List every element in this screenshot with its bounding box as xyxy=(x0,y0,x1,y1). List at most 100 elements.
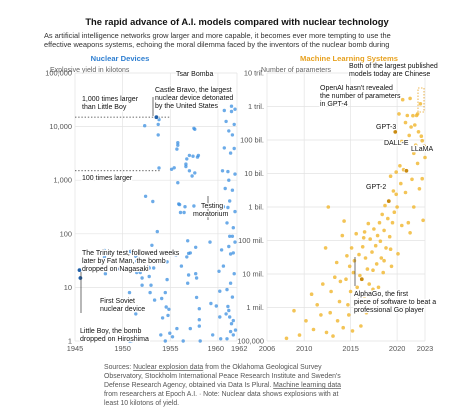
nuclear-point xyxy=(187,153,192,158)
nuclear-panel-title: Nuclear Devices xyxy=(91,54,150,63)
ml-point xyxy=(397,112,401,116)
ml-point xyxy=(362,294,367,298)
nuclear-point xyxy=(179,264,184,268)
nuclear-point xyxy=(159,333,163,337)
ml-y-tick-label: 100 mil. xyxy=(238,236,264,245)
nuclear-point xyxy=(102,248,107,253)
ml-point xyxy=(329,289,333,294)
nuclear-point xyxy=(160,296,164,301)
ml-point xyxy=(319,313,323,317)
nuclear-point xyxy=(226,169,230,174)
ml-point xyxy=(403,120,408,125)
ml-point xyxy=(412,151,416,156)
ml-point xyxy=(389,264,394,269)
ml-point xyxy=(356,299,360,304)
ml-point xyxy=(392,210,397,214)
nuclear-highlight-point xyxy=(222,86,228,92)
nuclear-points xyxy=(77,86,238,343)
nuclear-point xyxy=(148,251,152,256)
nuclear-point xyxy=(219,248,224,252)
ml-point xyxy=(398,164,402,168)
ml-point xyxy=(344,277,348,282)
nuclear-point xyxy=(225,221,229,225)
nuclear-point xyxy=(231,226,235,230)
ml-point xyxy=(407,133,412,138)
nuclear-point xyxy=(168,331,172,335)
nuclear-point xyxy=(166,313,170,318)
gpt3-label: GPT-3 xyxy=(376,124,396,131)
nuclear-point xyxy=(184,162,188,166)
annotation-chinese-models: Both of the largest published models tod… xyxy=(348,62,439,79)
nuclear-x-tick-label: 1955 xyxy=(162,344,178,353)
ml-point xyxy=(331,334,335,338)
ml-point xyxy=(421,218,425,223)
nuclear-point xyxy=(229,109,234,114)
ref-100-label: 100 times larger xyxy=(82,175,133,182)
ml-point xyxy=(284,336,289,341)
source-line-1: Sources: Nuclear explosion data from the… xyxy=(104,364,322,371)
nuclear-point xyxy=(176,143,180,147)
nuclear-point xyxy=(226,304,230,309)
nuclear-reference-lines xyxy=(75,116,170,172)
ml-point xyxy=(402,141,407,145)
ml-point xyxy=(342,219,346,223)
ml-point xyxy=(419,134,424,138)
ml-point xyxy=(408,231,412,235)
nuclear-point xyxy=(222,108,226,113)
ml-point xyxy=(365,267,370,271)
ml-point xyxy=(334,260,339,265)
ml-point xyxy=(370,250,374,254)
nuclear-point xyxy=(233,172,237,176)
ml-point xyxy=(354,231,359,236)
nuclear-y-tick-label: 1,000 xyxy=(54,176,73,185)
annotation-llama: LLaMA xyxy=(410,145,435,154)
nuclear-point xyxy=(194,295,199,300)
nuclear-point xyxy=(220,169,225,173)
ml-point xyxy=(415,161,420,166)
nuclear-y-tick-label: 10,000 xyxy=(49,122,72,131)
ml-point xyxy=(413,143,418,147)
nuclear-point xyxy=(228,234,232,238)
ml-highlight-point xyxy=(359,276,365,282)
ml-data-link[interactable]: Machine learning data xyxy=(273,382,341,389)
alphago-line-3: professional Go player xyxy=(354,307,425,314)
nuclear-point xyxy=(103,272,108,276)
gpt4-line-1: OpenAI hasn't revealed xyxy=(320,85,393,92)
ml-point xyxy=(382,258,386,263)
nuclear-point xyxy=(211,333,215,337)
nuclear-y-tick-label: 1 xyxy=(68,337,72,346)
ml-point xyxy=(383,203,387,208)
gpt4-line-3: in GPT-4 xyxy=(320,101,348,108)
ml-point xyxy=(353,308,358,313)
ml-point xyxy=(418,102,423,106)
nuclear-point xyxy=(178,210,183,215)
ml-point xyxy=(400,139,404,144)
subtitle-line-2: effective weapons systems, echoing the m… xyxy=(44,40,389,49)
nuclear-point xyxy=(165,260,169,264)
ml-y-tick-label: 1 mil. xyxy=(246,303,264,312)
ml-point xyxy=(408,96,412,101)
little-boy-line-1: Little Boy, the bomb xyxy=(80,328,141,335)
nuclear-point xyxy=(233,107,237,111)
ml-y-tick-label: 100 bil. xyxy=(240,136,264,145)
nuclear-point xyxy=(227,308,231,313)
chinese-line-1: Both of the largest published xyxy=(349,63,438,70)
nuclear-point xyxy=(143,124,147,128)
annotation-first-soviet: First Soviet nuclear device xyxy=(99,297,147,314)
ml-x-tick-label: 2015 xyxy=(342,344,358,353)
nuclear-point xyxy=(230,234,235,238)
ref-1000-line-1: 1,000 times larger xyxy=(82,96,139,103)
nuclear-grid xyxy=(74,72,238,342)
nuclear-data-link[interactable]: Nuclear explosion data xyxy=(133,364,203,371)
ml-point xyxy=(379,256,384,260)
source-line-3-text: Defense Research Agency, obtained via Da… xyxy=(104,382,273,389)
nuclear-point xyxy=(157,166,161,170)
ml-highlight-point xyxy=(421,143,427,149)
ml-point xyxy=(406,220,411,225)
nuclear-point xyxy=(227,244,231,249)
ml-point xyxy=(399,181,403,186)
nuclear-point xyxy=(218,289,222,293)
annotation-ref-100: 100 times larger xyxy=(81,174,134,183)
nuclear-point xyxy=(232,122,236,127)
